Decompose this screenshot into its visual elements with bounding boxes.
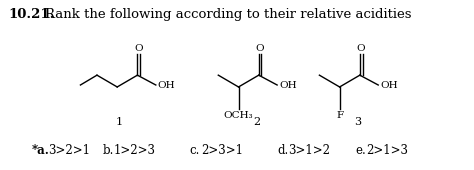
Text: 3>2>1: 3>2>1 — [48, 144, 90, 157]
Text: Rank the following according to their relative acidities: Rank the following according to their re… — [45, 8, 411, 21]
Text: OCH₃: OCH₃ — [224, 110, 253, 120]
Text: O: O — [255, 44, 264, 53]
Text: *a.: *a. — [32, 144, 50, 157]
Text: 10.21.: 10.21. — [9, 8, 55, 21]
Text: d.: d. — [277, 144, 288, 157]
Text: OH: OH — [158, 81, 175, 89]
Text: 3>1>2: 3>1>2 — [288, 144, 330, 157]
Text: 1: 1 — [116, 117, 123, 128]
Text: e.: e. — [355, 144, 366, 157]
Text: c.: c. — [190, 144, 200, 157]
Text: O: O — [356, 44, 365, 53]
Text: O: O — [134, 44, 143, 53]
Text: 3: 3 — [355, 117, 362, 128]
Text: 2>3>1: 2>3>1 — [201, 144, 243, 157]
Text: b.: b. — [102, 144, 114, 157]
Text: OH: OH — [279, 81, 297, 89]
Text: F: F — [336, 110, 343, 120]
Text: 2: 2 — [253, 117, 260, 128]
Text: 2>1>3: 2>1>3 — [366, 144, 408, 157]
Text: OH: OH — [380, 81, 398, 89]
Text: 1>2>3: 1>2>3 — [113, 144, 155, 157]
